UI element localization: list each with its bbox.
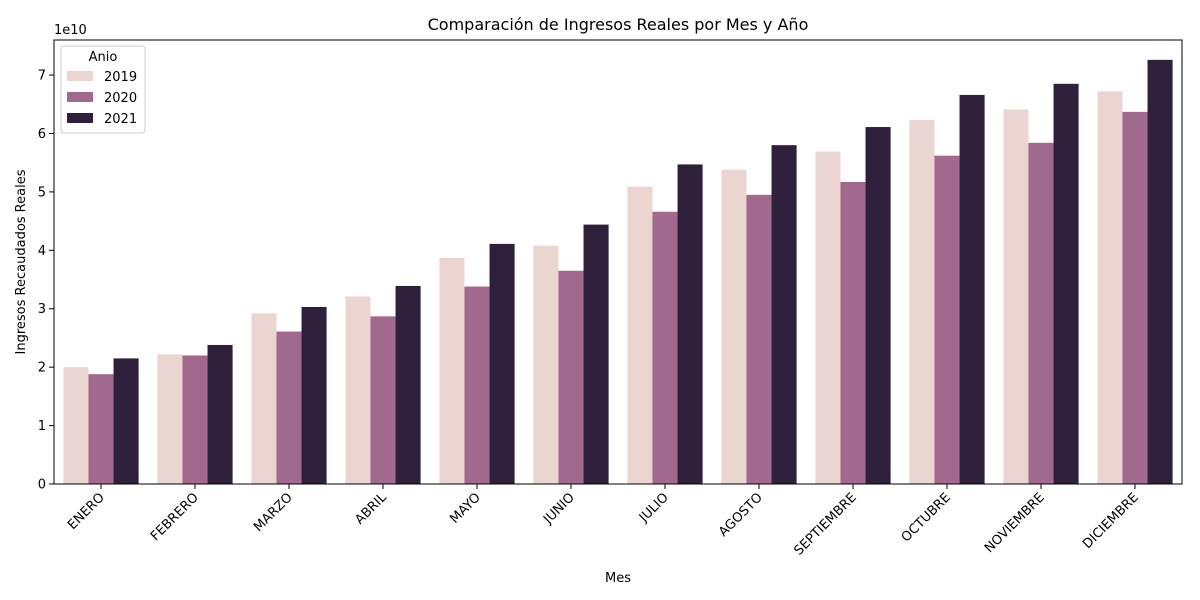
x-tick-label-julio: JULIO — [636, 490, 672, 526]
legend-label-2021: 2021 — [104, 112, 137, 127]
bars-group — [63, 59, 1173, 485]
y-tick-label: 0 — [38, 478, 46, 493]
bar-septiembre-2019 — [815, 151, 841, 484]
x-tick-label-enero: ENERO — [65, 490, 108, 533]
bar-julio-2020 — [652, 211, 678, 485]
bar-abril-2019 — [345, 296, 371, 484]
bar-mayo-2021 — [489, 243, 515, 484]
bar-enero-2021 — [113, 358, 139, 484]
legend-swatch-2019 — [67, 71, 93, 81]
y-tick-label: 2 — [38, 361, 46, 376]
bar-septiembre-2020 — [840, 181, 866, 484]
bar-junio-2021 — [583, 224, 609, 484]
bar-febrero-2019 — [157, 354, 183, 484]
x-axis-title: Mes — [605, 571, 631, 586]
legend-box — [60, 45, 146, 134]
y-tick-label: 7 — [38, 69, 46, 84]
legend: Anio 2019 2020 2021 — [60, 45, 146, 134]
legend-title: Anio — [89, 50, 118, 65]
bar-diciembre-2019 — [1097, 91, 1123, 485]
bar-abril-2020 — [370, 316, 396, 484]
x-axis: ENERO FEBRERO MARZO ABRIL MAYO JUNIO JULIO AGOS… — [65, 484, 1142, 559]
legend-label-2019: 2019 — [104, 70, 137, 85]
bar-febrero-2020 — [182, 355, 208, 484]
x-tick-label-diciembre: DICIEMBRE — [1080, 490, 1142, 552]
bar-diciembre-2021 — [1147, 59, 1173, 484]
bar-marzo-2020 — [276, 331, 302, 484]
bar-enero-2020 — [88, 374, 114, 484]
x-tick-label-junio: JUNIO — [540, 490, 578, 528]
bar-febrero-2021 — [207, 344, 233, 484]
bar-marzo-2019 — [251, 313, 277, 484]
bar-abril-2021 — [395, 285, 421, 484]
bar-agosto-2020 — [746, 194, 772, 484]
bar-noviembre-2020 — [1028, 142, 1054, 485]
y-tick-label: 4 — [38, 244, 46, 259]
bar-enero-2019 — [63, 367, 89, 484]
bar-junio-2020 — [558, 270, 584, 484]
legend-swatch-2021 — [67, 113, 93, 123]
x-tick-label-octubre: OCTUBRE — [899, 490, 954, 545]
x-tick-label-marzo: MARZO — [251, 490, 296, 535]
bar-octubre-2019 — [909, 120, 935, 485]
y-axis: 0 1 2 3 4 5 6 7 — [38, 69, 54, 493]
y-tick-label: 5 — [38, 185, 46, 200]
bar-julio-2019 — [627, 186, 653, 484]
bar-junio-2019 — [533, 245, 559, 484]
x-tick-label-abril: ABRIL — [352, 490, 390, 528]
bar-julio-2021 — [677, 164, 703, 485]
bar-octubre-2020 — [934, 155, 960, 484]
bar-diciembre-2020 — [1122, 111, 1148, 484]
bar-noviembre-2019 — [1003, 109, 1029, 484]
y-tick-label: 3 — [38, 302, 46, 317]
x-tick-label-septiembre: SEPTIEMBRE — [791, 490, 859, 558]
legend-swatch-2020 — [67, 92, 93, 102]
plot-frame — [53, 39, 1183, 485]
legend-label-2020: 2020 — [104, 91, 137, 106]
x-tick-label-mayo: MAYO — [447, 490, 483, 526]
x-tick-label-noviembre: NOVIEMBRE — [982, 490, 1048, 556]
bar-mayo-2019 — [439, 257, 465, 484]
y-tick-label: 1 — [38, 419, 46, 434]
y-tick-label: 6 — [38, 127, 46, 142]
bar-octubre-2021 — [959, 94, 985, 485]
bar-marzo-2021 — [301, 306, 327, 484]
bar-septiembre-2021 — [865, 127, 891, 485]
bar-mayo-2020 — [464, 286, 490, 484]
y-axis-title: Ingresos Recaudados Reales — [14, 169, 29, 354]
x-tick-label-febrero: FEBRERO — [148, 490, 202, 544]
chart-title: Comparación de Ingresos Reales por Mes y… — [428, 15, 809, 34]
legend-items: 2019 2020 2021 — [67, 70, 137, 127]
bar-agosto-2021 — [771, 145, 797, 484]
x-tick-label-agosto: AGOSTO — [716, 490, 766, 540]
bar-noviembre-2021 — [1053, 83, 1079, 484]
y-offset-label: 1e10 — [54, 23, 87, 38]
bar-agosto-2019 — [721, 169, 747, 484]
